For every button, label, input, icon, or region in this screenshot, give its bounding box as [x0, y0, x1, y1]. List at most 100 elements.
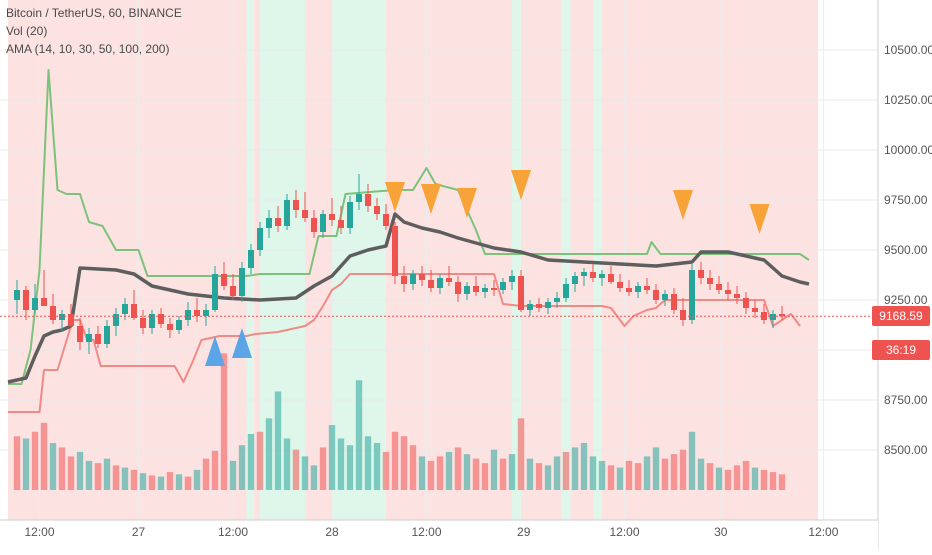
x-tick-label: 30	[714, 525, 728, 539]
trend-region-bear	[305, 0, 332, 520]
candle-body	[239, 268, 245, 296]
volume-bar	[562, 451, 570, 490]
candle-body	[131, 304, 137, 318]
series-upper_band	[8, 69, 810, 385]
candle-body	[365, 194, 371, 206]
candle-body	[725, 290, 731, 294]
legend-symbol[interactable]: Bitcoin / TetherUS, 60, BINANCE	[6, 6, 182, 20]
volume-bar	[526, 458, 534, 490]
candle-body	[248, 250, 254, 268]
legend-volume-indicator[interactable]: Vol (20)	[6, 24, 48, 38]
candle-body	[158, 314, 164, 324]
x-tick-label: 28	[325, 525, 339, 539]
candle-body	[482, 288, 488, 292]
volume-bar	[301, 456, 309, 490]
trend-region-bull	[593, 0, 602, 520]
volume-bar	[778, 474, 786, 490]
candle-body	[23, 290, 29, 310]
candle-body	[581, 272, 587, 276]
volume-bar	[220, 353, 228, 490]
volume-bar	[598, 460, 606, 490]
volume-bar	[130, 469, 138, 490]
volume-bar	[76, 451, 84, 490]
candle-body	[752, 308, 758, 312]
volume-bar	[211, 450, 219, 490]
volume-bar	[418, 456, 426, 490]
candle-body	[455, 282, 461, 294]
volume-bar	[256, 431, 264, 490]
volume-bar	[733, 465, 741, 490]
chart-legend: Bitcoin / TetherUS, 60, BINANCE Vol (20)…	[6, 4, 182, 58]
volume-bar	[247, 434, 255, 490]
candle-body	[86, 334, 92, 342]
candle-body	[770, 314, 776, 320]
volume-bar	[148, 475, 156, 490]
volume-bar	[274, 391, 282, 490]
candle-body	[338, 220, 344, 228]
candle-body	[149, 314, 155, 328]
trend-region-bear	[386, 0, 512, 520]
sell-signal-marker	[511, 170, 531, 200]
legend-ama-indicator[interactable]: AMA (14, 10, 30, 50, 100, 200)	[6, 42, 170, 56]
candle-body	[590, 272, 596, 278]
volume-bar	[643, 456, 651, 490]
trend-region-bear	[570, 0, 593, 520]
candle-body	[122, 304, 128, 314]
volume-bar	[652, 447, 660, 490]
candle-body	[437, 278, 443, 288]
candle-body	[653, 290, 659, 300]
candle-body	[572, 276, 578, 284]
candle-body	[617, 282, 623, 288]
candle-body	[662, 294, 668, 300]
candle-body	[419, 274, 425, 280]
x-tick-label: 27	[132, 525, 146, 539]
candle-body	[545, 302, 551, 308]
trend-region-bear	[253, 0, 260, 520]
time-axis-background	[0, 520, 878, 550]
candle-body	[140, 318, 146, 328]
volume-bar	[31, 431, 39, 490]
volume-bar	[634, 463, 642, 490]
candle-body	[59, 314, 65, 320]
candle-body	[221, 274, 227, 286]
candle-body	[608, 274, 614, 282]
x-tick-label: 12:00	[808, 525, 838, 539]
candle-body	[275, 218, 281, 226]
candle-body	[32, 298, 38, 310]
candle-body	[698, 270, 704, 278]
volume-bar	[454, 447, 462, 490]
candle-body	[401, 276, 407, 284]
candle-body	[284, 200, 290, 226]
x-tick-label: 12:00	[218, 525, 248, 539]
candle-body	[383, 214, 389, 226]
volume-bar	[679, 449, 687, 490]
volume-bar	[166, 472, 174, 490]
candle-body	[473, 286, 479, 292]
volume-bar	[481, 463, 489, 490]
y-tick-label: 10500.00	[884, 43, 932, 57]
volume-bar	[571, 447, 579, 490]
volume-bar	[553, 456, 561, 490]
volume-bar	[769, 472, 777, 490]
candle-body	[734, 294, 740, 298]
volume-bar	[616, 467, 624, 490]
y-tick-label: 9750.00	[884, 193, 928, 207]
volume-bar	[409, 445, 417, 490]
candle-body	[347, 202, 353, 228]
candle-body	[707, 278, 713, 284]
buy-signal-marker	[205, 336, 225, 366]
sell-signal-marker	[385, 182, 405, 212]
y-tick-label: 9250.00	[884, 293, 928, 307]
candle-body	[95, 334, 101, 344]
candle-body	[491, 288, 497, 290]
volume-bar	[22, 438, 30, 490]
candle-body	[113, 314, 119, 326]
volume-bar	[445, 451, 453, 490]
candle-body	[671, 294, 677, 310]
volume-bar	[310, 465, 318, 490]
candle-body	[104, 326, 110, 344]
volume-bar	[13, 436, 21, 490]
volume-bar	[607, 465, 615, 490]
volume-bar	[157, 476, 165, 490]
sell-signal-marker	[457, 188, 477, 218]
